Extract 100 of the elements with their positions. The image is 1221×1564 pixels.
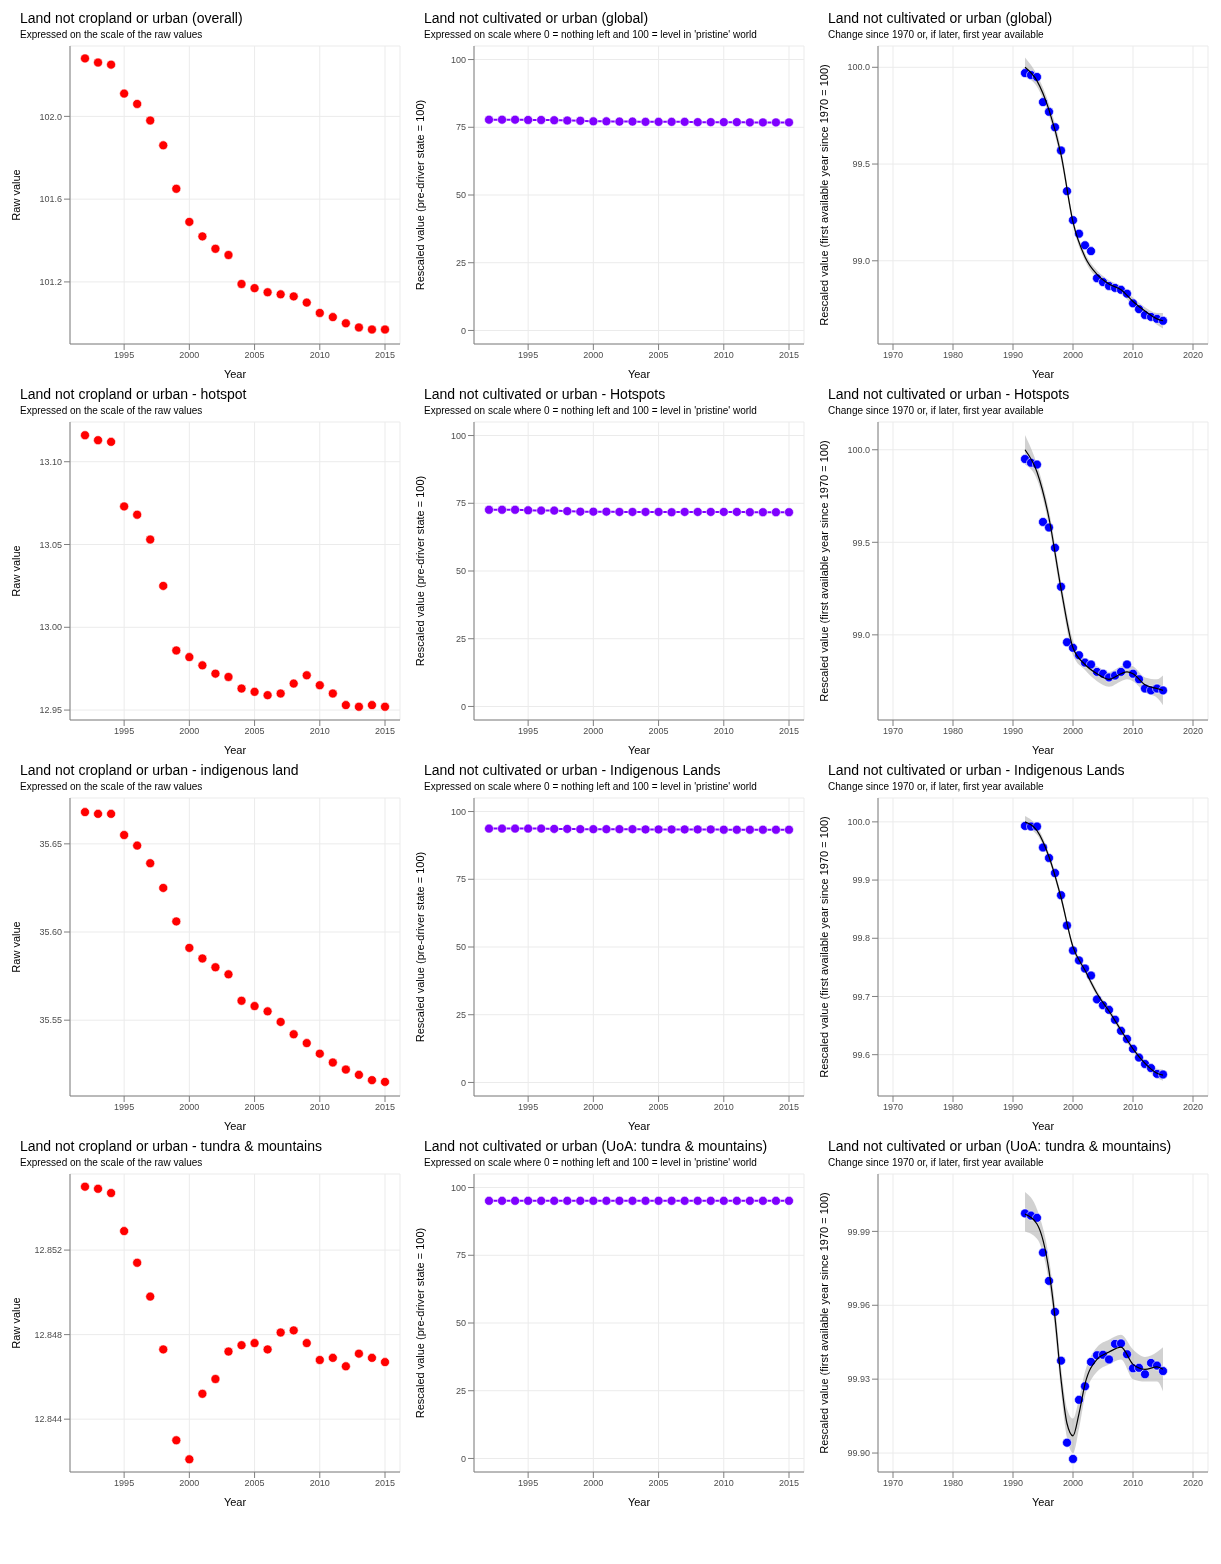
x-tick-label: 1995 (114, 350, 135, 361)
point (354, 1070, 364, 1080)
point (1062, 1437, 1072, 1448)
y-tick-label: 100 (450, 54, 466, 65)
point (301, 297, 312, 308)
x-axis-title: Year (223, 1120, 247, 1132)
y-axis-title: Rescaled value (pre-driver state = 100) (413, 851, 426, 1043)
x-tick-label: 1970 (882, 1478, 904, 1489)
chart-subtitle: Change since 1970 or, if later, first year available (827, 1156, 1045, 1170)
point (184, 652, 195, 662)
chart-subtitle: Expressed on the scale of the raw values (19, 404, 204, 418)
point (341, 700, 351, 710)
x-tick-label: 2000 (583, 350, 604, 361)
x-tick-label: 2015 (374, 350, 396, 361)
x-tick-label: 2015 (374, 1478, 396, 1489)
x-axis-title: Year (1031, 368, 1055, 380)
x-tick-label: 2015 (374, 1102, 396, 1113)
x-tick-label: 2005 (648, 350, 669, 361)
point (236, 995, 247, 1006)
x-tick-label: 1995 (114, 1102, 135, 1113)
point (249, 1001, 260, 1011)
point (171, 645, 182, 656)
x-tick-label: 2005 (648, 726, 669, 737)
y-tick-label: 99.93 (847, 1374, 870, 1385)
x-axis-title: Year (1031, 1496, 1055, 1508)
x-tick-label: 2015 (778, 350, 800, 361)
y-tick-label: 50 (455, 1318, 466, 1329)
x-tick-label: 2010 (309, 726, 330, 737)
point (301, 670, 312, 681)
x-axis-title: Year (223, 1496, 247, 1508)
x-tick-label: 1995 (518, 726, 539, 737)
point (80, 430, 90, 441)
x-tick-label: 1995 (518, 350, 539, 361)
point (1158, 1366, 1168, 1376)
point (1158, 315, 1168, 326)
point (328, 688, 338, 699)
x-axis-title: Year (627, 368, 651, 380)
x-tick-label: 2010 (713, 1102, 734, 1113)
point (132, 1257, 142, 1268)
y-tick-label: 75 (455, 122, 466, 133)
chart-title: Land not cultivated or urban (global) (423, 9, 650, 28)
x-axis-title: Year (1031, 744, 1055, 756)
y-tick-label: 13.00 (39, 622, 62, 633)
x-tick-label: 2000 (1062, 726, 1084, 737)
x-tick-label: 1990 (1002, 1102, 1024, 1113)
point (197, 953, 208, 964)
x-axis-title: Year (1031, 1120, 1055, 1132)
x-tick-label: 2010 (309, 1102, 330, 1113)
y-tick-label: 35.65 (39, 839, 62, 850)
y-tick-label: 102.0 (39, 111, 62, 122)
y-axis-title: Raw value (9, 545, 22, 597)
y-tick-label: 99.6 (852, 1049, 870, 1060)
y-tick-label: 35.60 (39, 927, 62, 938)
y-tick-label: 12.844 (34, 1414, 62, 1425)
y-tick-label: 99.99 (847, 1226, 870, 1237)
y-tick-label: 100 (450, 806, 466, 817)
point (367, 1075, 377, 1085)
point (119, 1226, 129, 1236)
chart-title: Land not cropland or urban - hotspot (19, 385, 248, 404)
y-tick-label: 99.5 (852, 159, 870, 170)
y-axis-title: Rescaled value (first available year since 1970 = 100) (817, 816, 830, 1078)
y-tick-label: 12.852 (34, 1245, 62, 1256)
point (262, 1006, 273, 1017)
point (262, 287, 273, 298)
point (288, 1029, 299, 1040)
y-tick-label: 99.8 (852, 933, 870, 944)
y-axis-title: Raw value (9, 169, 22, 221)
point (171, 183, 182, 194)
x-tick-label: 2010 (309, 350, 330, 361)
x-tick-label: 2005 (648, 1478, 669, 1489)
x-tick-label: 2000 (179, 726, 200, 737)
point (1068, 1454, 1078, 1464)
point (367, 324, 377, 335)
point (197, 231, 208, 242)
chart-title: Land not cultivated or urban (global) (827, 9, 1054, 28)
point (145, 115, 156, 126)
point (236, 1340, 247, 1350)
y-tick-label: 101.6 (39, 194, 62, 205)
point (314, 1355, 325, 1365)
y-axis-title: Rescaled value (pre-driver state = 100) (413, 1227, 426, 1419)
y-tick-label: 0 (460, 325, 466, 336)
point (145, 534, 156, 545)
point (184, 943, 195, 953)
point (314, 1048, 325, 1059)
x-tick-label: 2020 (1182, 726, 1204, 737)
point (223, 969, 234, 980)
chart-title: Land not cropland or urban - tundra & mountains (19, 1137, 323, 1156)
x-tick-label: 2005 (244, 1102, 265, 1113)
y-tick-label: 13.10 (39, 456, 62, 467)
point (93, 809, 103, 819)
y-tick-label: 12.95 (39, 705, 62, 716)
point (132, 509, 142, 520)
y-tick-label: 25 (455, 1385, 466, 1396)
chart-title: Land not cultivated or urban - Hotspots (423, 385, 667, 404)
point (288, 1325, 299, 1336)
point (158, 883, 169, 893)
chart-title: Land not cultivated or urban - Indigenous Lands (423, 761, 722, 780)
x-tick-label: 2000 (1062, 1478, 1084, 1489)
x-tick-label: 2020 (1182, 350, 1204, 361)
x-tick-label: 1995 (114, 1478, 135, 1489)
